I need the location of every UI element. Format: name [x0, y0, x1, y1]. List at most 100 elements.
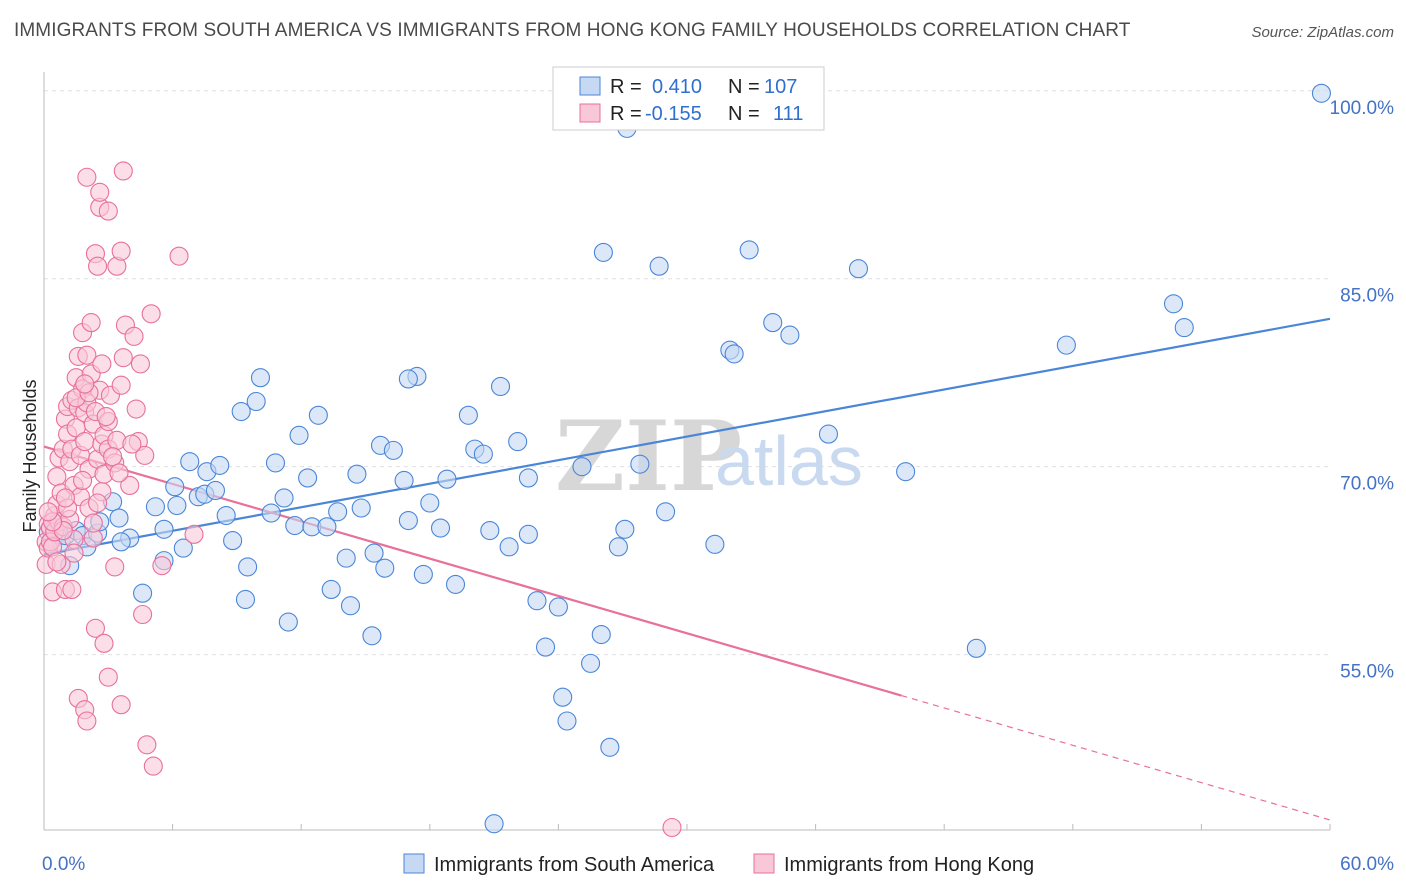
point-south-america	[308, 405, 328, 425]
point-hong-kong	[184, 524, 204, 544]
point-hong-kong	[75, 374, 95, 394]
point-hong-kong	[94, 633, 114, 653]
chart-title: IMMIGRANTS FROM SOUTH AMERICA VS IMMIGRA…	[14, 20, 1131, 41]
point-south-america	[739, 240, 759, 260]
stats-n-value-pink: 111	[773, 103, 803, 125]
point-south-america	[321, 579, 341, 599]
point-south-america	[383, 440, 403, 460]
point-south-america	[347, 464, 367, 484]
point-south-america	[265, 453, 286, 473]
point-hong-kong	[77, 711, 97, 731]
y-tick-label: 70.0%	[1340, 474, 1394, 495]
point-south-america	[518, 524, 538, 544]
point-south-america	[328, 502, 348, 522]
point-hong-kong	[92, 354, 112, 374]
point-south-america	[154, 519, 174, 539]
point-south-america	[458, 405, 478, 425]
y-axis-title: Family Households	[20, 379, 40, 532]
point-south-america	[705, 534, 725, 554]
point-south-america	[167, 495, 187, 516]
point-south-america	[336, 548, 356, 568]
point-hong-kong	[124, 326, 144, 346]
point-south-america	[274, 488, 294, 508]
point-south-america	[394, 470, 414, 490]
point-hong-kong	[113, 348, 133, 368]
point-south-america	[508, 432, 528, 452]
point-south-america	[656, 502, 676, 522]
point-south-america	[223, 531, 243, 551]
point-hong-kong	[113, 161, 133, 181]
point-south-america	[557, 711, 577, 731]
point-south-america	[593, 242, 613, 262]
stats-n-label-pink: N =	[728, 103, 760, 125]
stats-r-value-blue: 0.410	[652, 76, 702, 98]
point-south-america	[1311, 83, 1331, 103]
y-tick-label: 85.0%	[1340, 286, 1394, 307]
point-south-america	[364, 543, 384, 563]
point-hong-kong	[109, 463, 129, 483]
point-south-america	[420, 493, 440, 513]
point-south-america	[535, 637, 556, 657]
point-south-america	[572, 457, 592, 477]
point-south-america	[278, 612, 298, 632]
point-south-america	[375, 558, 395, 578]
trend-line-hong-kong	[43, 445, 902, 697]
chart-source: Source: ZipAtlas.com	[1251, 24, 1394, 41]
x-tick-label-min: 0.0%	[42, 854, 85, 875]
point-hong-kong	[64, 543, 84, 563]
point-south-america	[580, 653, 601, 673]
watermark-zip: ZIP	[555, 400, 742, 513]
point-south-america	[473, 444, 493, 464]
point-south-america	[261, 503, 281, 523]
point-hong-kong	[133, 604, 153, 625]
point-south-america	[430, 518, 451, 538]
point-hong-kong	[137, 735, 157, 755]
point-hong-kong	[126, 399, 146, 419]
point-south-america	[966, 638, 986, 658]
point-south-america	[238, 557, 258, 577]
point-hong-kong	[77, 167, 97, 187]
trend-lines	[43, 317, 1331, 821]
point-south-america	[398, 369, 418, 389]
point-hong-kong	[90, 182, 110, 202]
x-tick-label-max: 60.0%	[1340, 854, 1394, 875]
point-south-america	[499, 537, 519, 557]
point-hong-kong	[130, 354, 150, 374]
point-south-america	[818, 424, 839, 444]
point-hong-kong	[143, 756, 163, 776]
stats-r-value-pink: -0.155	[645, 103, 702, 125]
series-legend: Immigrants from South America Immigrants…	[403, 853, 1034, 876]
point-hong-kong	[141, 304, 161, 324]
data-points	[36, 81, 1331, 838]
point-south-america	[111, 532, 131, 552]
watermark-atlas: atlas	[715, 422, 863, 500]
point-hong-kong	[75, 432, 95, 452]
grid-lines	[44, 90, 1330, 656]
point-hong-kong	[98, 201, 118, 221]
stats-r-label-pink: R =	[610, 103, 642, 125]
point-south-america	[180, 452, 200, 472]
point-south-america	[527, 591, 547, 611]
point-south-america	[216, 505, 236, 526]
stats-r-label-blue: R =	[610, 76, 642, 98]
point-hong-kong	[120, 475, 140, 496]
point-south-america	[630, 454, 650, 474]
point-hong-kong	[62, 579, 82, 599]
point-south-america	[1163, 294, 1184, 314]
point-hong-kong	[88, 493, 108, 513]
legend-swatch-south-america	[403, 853, 425, 874]
point-south-america	[285, 515, 305, 536]
point-south-america	[1174, 318, 1194, 338]
stats-legend: R = 0.410 N = 107 R = -0.155 N = 111	[552, 66, 825, 131]
point-south-america	[896, 462, 916, 482]
point-south-america	[724, 344, 744, 364]
point-hong-kong	[135, 445, 155, 465]
point-south-america	[133, 583, 153, 603]
stats-n-value-blue: 107	[764, 76, 797, 98]
point-south-america	[600, 737, 620, 757]
point-hong-kong	[103, 447, 123, 467]
point-south-america	[608, 537, 628, 557]
y-tick-label: 100.0%	[1330, 98, 1395, 119]
point-south-america	[235, 589, 256, 610]
point-hong-kong	[81, 313, 101, 333]
